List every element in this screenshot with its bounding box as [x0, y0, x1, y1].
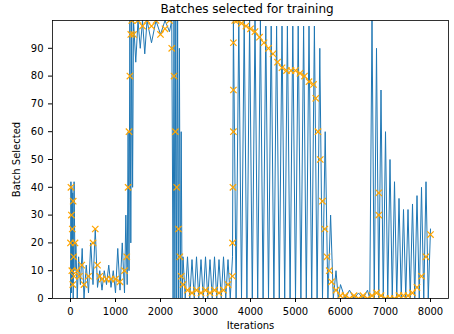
svg-text:8000: 8000 — [418, 306, 443, 317]
svg-text:20: 20 — [31, 237, 44, 248]
svg-text:Batch Selected: Batch Selected — [11, 122, 22, 197]
svg-text:50: 50 — [31, 154, 44, 165]
svg-text:80: 80 — [31, 70, 44, 81]
svg-text:4000: 4000 — [238, 306, 263, 317]
svg-text:60: 60 — [31, 126, 44, 137]
svg-text:30: 30 — [31, 209, 44, 220]
svg-text:5000: 5000 — [283, 306, 308, 317]
svg-text:0: 0 — [67, 306, 73, 317]
svg-text:6000: 6000 — [328, 306, 353, 317]
svg-text:40: 40 — [31, 182, 44, 193]
html-text:Batches selected for training: Batches selected for training — [160, 2, 334, 16]
svg-text:1000: 1000 — [103, 306, 128, 317]
svg-text:90: 90 — [31, 43, 44, 54]
svg-text:2000: 2000 — [148, 306, 173, 317]
svg-text:10: 10 — [31, 265, 44, 276]
svg-text:Iterations: Iterations — [227, 320, 275, 331]
svg-text:3000: 3000 — [193, 306, 218, 317]
svg-text:7000: 7000 — [373, 306, 398, 317]
svg-text:0: 0 — [37, 293, 43, 304]
svg-text:70: 70 — [31, 98, 44, 109]
